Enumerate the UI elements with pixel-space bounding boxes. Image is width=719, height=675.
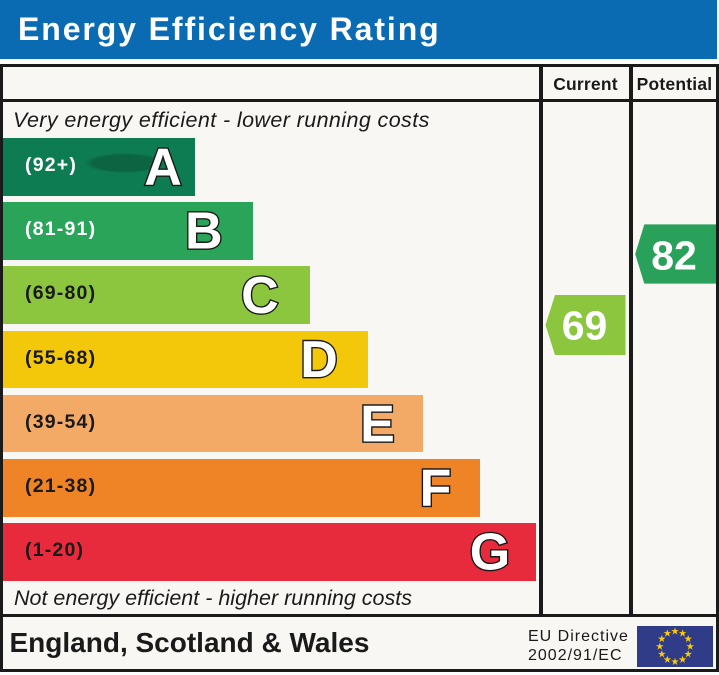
svg-text:D: D [300, 331, 338, 389]
svg-text:82: 82 [651, 232, 697, 278]
svg-text:G: G [470, 524, 510, 582]
svg-text:69: 69 [562, 303, 608, 349]
svg-text:C: C [241, 267, 279, 325]
svg-text:A: A [144, 139, 182, 197]
svg-text:B: B [185, 203, 223, 261]
svg-text:E: E [360, 395, 395, 453]
svg-text:F: F [420, 460, 452, 518]
